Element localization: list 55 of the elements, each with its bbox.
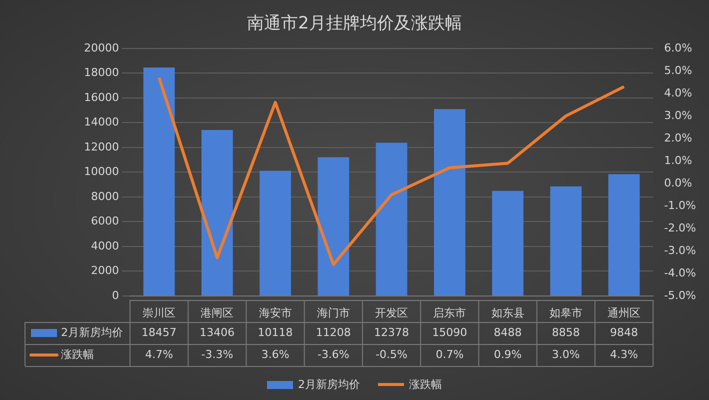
y2-tick-label: -3.0% xyxy=(664,244,696,257)
data-label: 3.6% xyxy=(261,348,290,361)
y-tick-label: 4000 xyxy=(91,239,119,252)
data-label: 11208 xyxy=(316,326,351,339)
y2-tick-label: -5.0% xyxy=(664,288,696,302)
data-label: 15090 xyxy=(432,326,468,339)
x-tick-label: 港闸区 xyxy=(200,306,234,320)
y2-tick-label: 5.0% xyxy=(664,64,692,77)
y2-tick-label: 4.0% xyxy=(664,86,692,100)
data-label: 13406 xyxy=(200,326,235,339)
x-tick-label: 如东县 xyxy=(491,306,524,320)
text: 涨跌幅 xyxy=(409,378,442,391)
y2-tick-label: -4.0% xyxy=(664,266,696,280)
data-label: 10118 xyxy=(258,326,293,339)
y-tick-label: 12000 xyxy=(84,140,119,154)
y-tick-label: 14000 xyxy=(84,116,119,129)
y2-tick-label: 2.0% xyxy=(664,131,692,144)
x-tick-label: 海门市 xyxy=(316,306,350,320)
data-label: 0.7% xyxy=(436,348,464,361)
y2-tick-label: -2.0% xyxy=(664,221,696,234)
legend-label: 涨跌幅 xyxy=(61,348,94,361)
data-label: 8488 xyxy=(494,326,522,339)
text: 2月新房均价 xyxy=(298,378,360,391)
y-tick-label: 10000 xyxy=(84,165,119,178)
y-tick-label: 20000 xyxy=(84,41,119,54)
x-tick-label: 通州区 xyxy=(608,306,641,320)
data-label: 9848 xyxy=(610,326,638,339)
y-tick-label: 2000 xyxy=(91,264,119,278)
data-label: -3.3% xyxy=(201,348,234,361)
y-tick-label: 6000 xyxy=(91,214,119,228)
data-label: 8858 xyxy=(552,326,580,339)
data-label: 18457 xyxy=(142,326,177,339)
y-tick-label: 18000 xyxy=(84,66,119,80)
data-label: 12378 xyxy=(374,326,410,339)
data-label: 0.9% xyxy=(494,348,522,361)
x-tick-label: 如皋市 xyxy=(549,306,582,320)
data-label: -0.5% xyxy=(376,348,408,361)
y2-tick-label: -1.0% xyxy=(664,198,696,212)
y-tick-label: 16000 xyxy=(84,90,119,104)
data-label: -3.6% xyxy=(317,348,350,361)
x-tick-label: 开发区 xyxy=(375,306,408,320)
x-tick-label: 崇川区 xyxy=(142,306,176,320)
data-label: 4.3% xyxy=(610,348,638,361)
data-label: 4.7% xyxy=(145,348,174,361)
x-tick-label: 海安市 xyxy=(258,306,292,320)
y2-tick-label: 6.0% xyxy=(664,41,692,54)
x-tick-label: 启东市 xyxy=(433,306,466,320)
y2-tick-label: 3.0% xyxy=(664,108,692,122)
legend-label: 2月新房均价 xyxy=(61,326,123,339)
y2-tick-label: 1.0% xyxy=(664,154,692,167)
y-tick-label: 8000 xyxy=(91,190,119,203)
data-label: 3.0% xyxy=(552,348,580,361)
chart-title: 南通市2月挂牌均价及涨跌幅 xyxy=(247,14,462,34)
y-tick-label: 0 xyxy=(112,288,119,302)
y2-tick-label: 0.0% xyxy=(664,176,692,190)
